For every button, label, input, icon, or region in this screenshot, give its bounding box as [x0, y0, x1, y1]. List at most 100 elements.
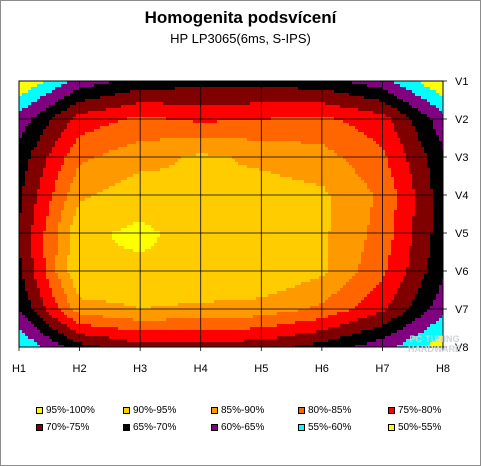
contour-cell [166, 180, 169, 183]
contour-cell [427, 171, 430, 174]
contour-cell [280, 141, 283, 144]
contour-cell [295, 168, 298, 171]
contour-cell [133, 132, 136, 135]
contour-cell [178, 174, 181, 177]
contour-cell [100, 102, 103, 105]
contour-cell [364, 102, 367, 105]
contour-cell [307, 108, 310, 111]
contour-cell [70, 87, 73, 90]
contour-cell [91, 177, 94, 180]
contour-cell [247, 144, 250, 147]
contour-cell [79, 183, 82, 186]
contour-cell [31, 120, 34, 123]
contour-cell [133, 183, 136, 186]
contour-cell [22, 93, 25, 96]
contour-cell [352, 105, 355, 108]
contour-cell [133, 180, 136, 183]
contour-cell [295, 147, 298, 150]
contour-cell [358, 84, 361, 87]
contour-cell [166, 171, 169, 174]
contour-cell [280, 123, 283, 126]
contour-cell [226, 171, 229, 174]
contour-cell [142, 141, 145, 144]
contour-cell [319, 96, 322, 99]
contour-cell [202, 84, 205, 87]
contour-cell [25, 132, 28, 135]
contour-cell [277, 129, 280, 132]
contour-cell [301, 81, 304, 84]
contour-cell [415, 141, 418, 144]
contour-cell [343, 87, 346, 90]
contour-cell [130, 126, 133, 129]
contour-cell [322, 126, 325, 129]
contour-cell [160, 168, 163, 171]
contour-cell [187, 159, 190, 162]
contour-cell [100, 180, 103, 183]
contour-cell [67, 114, 70, 117]
contour-cell [145, 117, 148, 120]
contour-cell [223, 117, 226, 120]
contour-cell [346, 159, 349, 162]
contour-cell [271, 150, 274, 153]
contour-cell [100, 138, 103, 141]
contour-cell [37, 165, 40, 168]
contour-cell [43, 96, 46, 99]
contour-cell [346, 84, 349, 87]
contour-cell [391, 108, 394, 111]
contour-cell [349, 177, 352, 180]
contour-cell [97, 120, 100, 123]
contour-cell [400, 171, 403, 174]
contour-cell [250, 150, 253, 153]
contour-cell [301, 90, 304, 93]
contour-cell [88, 93, 91, 96]
contour-cell [412, 180, 415, 183]
contour-cell [361, 129, 364, 132]
contour-cell [181, 174, 184, 177]
contour-cell [205, 138, 208, 141]
contour-cell [46, 150, 49, 153]
contour-cell [304, 132, 307, 135]
contour-cell [256, 108, 259, 111]
contour-cell [268, 150, 271, 153]
contour-cell [157, 135, 160, 138]
contour-cell [337, 81, 340, 84]
contour-cell [385, 99, 388, 102]
contour-cell [241, 123, 244, 126]
contour-cell [157, 168, 160, 171]
contour-cell [343, 174, 346, 177]
contour-cell [349, 147, 352, 150]
contour-cell [292, 168, 295, 171]
contour-cell [394, 144, 397, 147]
contour-cell [370, 168, 373, 171]
contour-cell [394, 138, 397, 141]
contour-cell [250, 96, 253, 99]
contour-cell [160, 162, 163, 165]
contour-cell [217, 147, 220, 150]
contour-cell [22, 168, 25, 171]
contour-cell [208, 117, 211, 120]
contour-cell [274, 84, 277, 87]
contour-cell [415, 111, 418, 114]
contour-cell [253, 126, 256, 129]
contour-cell [31, 156, 34, 159]
contour-cell [154, 174, 157, 177]
contour-cell [388, 144, 391, 147]
contour-cell [172, 168, 175, 171]
contour-cell [238, 96, 241, 99]
contour-cell [19, 84, 22, 87]
contour-cell [382, 87, 385, 90]
contour-cell [439, 87, 442, 90]
contour-cell [187, 84, 190, 87]
contour-cell [28, 123, 31, 126]
contour-cell [295, 99, 298, 102]
contour-cell [310, 123, 313, 126]
contour-cell [316, 84, 319, 87]
contour-cell [217, 99, 220, 102]
contour-cell [388, 90, 391, 93]
contour-cell [109, 141, 112, 144]
contour-cell [55, 93, 58, 96]
contour-cell [415, 99, 418, 102]
contour-cell [175, 96, 178, 99]
contour-cell [424, 114, 427, 117]
contour-cell [19, 150, 22, 153]
